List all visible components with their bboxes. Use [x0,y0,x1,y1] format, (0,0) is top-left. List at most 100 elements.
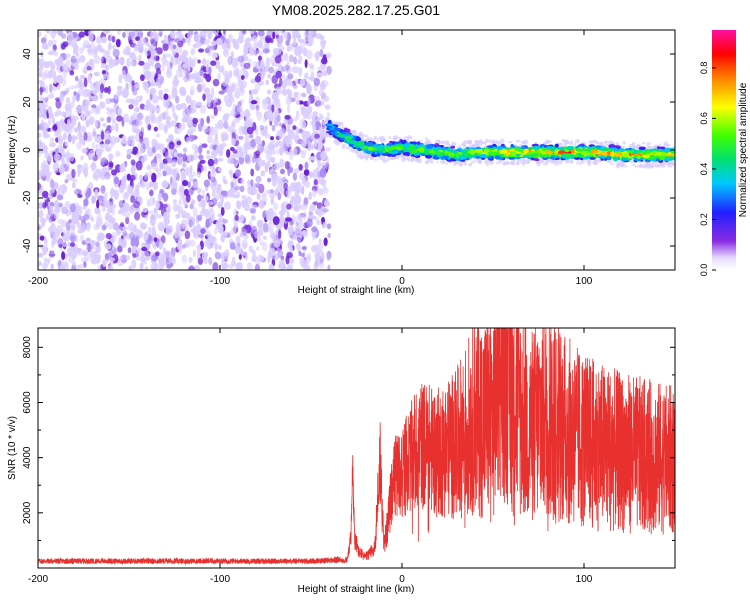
noise-blob [184,230,191,240]
noise-blob [72,261,76,266]
noise-blob [275,70,282,79]
noise-blob [318,89,325,97]
noise-blob [252,257,256,262]
noise-blob [174,114,179,122]
noise-blob [165,249,170,260]
noise-blob [104,64,110,72]
noise-blob [83,214,90,221]
noise-blob [38,58,42,66]
noise-blob [187,154,192,161]
noise-blob [163,34,169,44]
noise-blob [47,153,54,162]
signal-halo [373,137,377,140]
noise-blob [76,132,83,140]
noise-blob [90,95,98,102]
noise-blob [100,83,105,94]
noise-blob [163,163,169,172]
noise-blob [192,207,198,217]
noise-blob [268,247,276,257]
signal-blob [450,145,456,149]
signal-halo [479,142,483,146]
noise-blob [318,140,323,150]
signal-blob [389,140,393,144]
noise-blob [271,75,279,84]
noise-blob [101,36,107,44]
noise-blob [234,214,239,222]
noise-blob [103,192,108,200]
signal-halo [345,145,348,149]
noise-blob [74,189,78,196]
noise-blob [65,124,70,133]
noise-blob [50,92,55,98]
signal-halo [634,165,640,168]
noise-blob [136,228,142,236]
signal-halo [386,157,389,163]
noise-blob [199,104,207,114]
noise-blob [308,63,315,69]
noise-blob [305,255,311,265]
noise-blob [182,180,189,187]
noise-blob [47,39,53,48]
noise-blob [185,240,191,245]
noise-blob [100,55,104,63]
noise-blob [282,30,286,33]
noise-blob [285,217,292,222]
noise-blob [110,153,114,159]
noise-blob [59,146,65,155]
signal-halo [615,142,620,146]
noise-blob [58,243,63,248]
signal-halo [514,143,517,147]
noise-blob [223,121,229,129]
noise-blob [161,62,165,72]
noise-blob [93,85,99,95]
noise-blob [297,33,302,43]
noise-blob [64,141,68,147]
noise-blob [271,124,276,132]
noise-blob [43,145,49,155]
noise-blob [208,257,213,265]
noise-blob [38,252,44,258]
noise-blob [307,38,315,46]
noise-blob [107,219,115,230]
noise-blob [49,201,55,207]
noise-blob [64,179,68,184]
noise-blob [78,264,85,269]
noise-blob [239,81,244,91]
noise-blob [163,88,169,93]
noise-blob [263,116,267,123]
noise-blob [327,264,331,270]
noise-blob [67,247,71,253]
noise-blob [203,252,209,258]
noise-blob [296,46,303,55]
noise-blob [170,30,176,39]
noise-blob [265,96,270,104]
noise-blob [91,195,96,204]
noise-blob [299,257,304,265]
noise-blob [293,168,300,174]
noise-blob [321,80,329,87]
noise-blob [257,49,265,55]
signal-blob [508,156,515,160]
signal-halo [321,121,326,125]
noise-blob [251,35,258,42]
noise-blob [271,62,276,67]
noise-blob [241,228,248,236]
noise-blob [94,175,100,181]
noise-blob [226,86,234,95]
noise-blob [251,88,259,95]
signal-halo [564,140,570,144]
noise-blob [196,248,201,256]
noise-blob [89,81,95,89]
noise-blob [182,59,187,65]
noise-blob [96,235,102,242]
noise-blob [101,69,107,75]
noise-blob [304,59,308,68]
noise-blob [274,97,280,103]
noise-blob [62,132,67,141]
noise-blob [211,40,217,46]
noise-blob [96,199,100,210]
noise-blob [317,242,324,250]
noise-blob [113,176,120,185]
noise-blob [101,205,107,212]
noise-blob [138,60,145,66]
